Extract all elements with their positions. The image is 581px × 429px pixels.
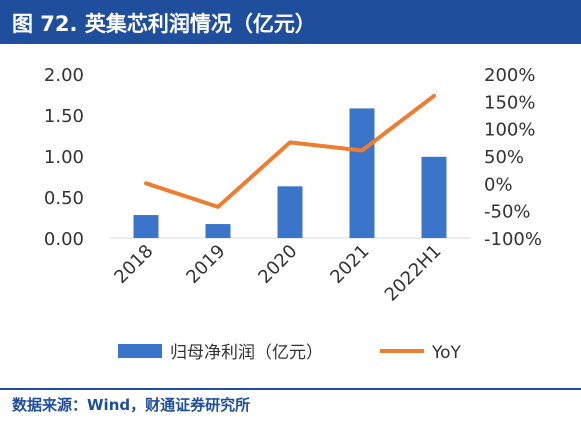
right-axis-tick-label: -100%: [484, 229, 542, 250]
yoy-line: [144, 93, 436, 209]
bar-2021: [349, 108, 375, 238]
right-axis-tick-label: 200%: [484, 65, 535, 86]
left-axis-tick-label: 0.50: [44, 188, 84, 209]
bar-2022H1: [421, 156, 447, 238]
x-tick-label: 2022H1: [381, 241, 446, 306]
title-bar: 图 72. 英集芯利润情况（亿元）: [0, 0, 581, 44]
bar-2020: [277, 186, 303, 238]
right-axis-tick-label: 50%: [484, 147, 524, 168]
source-divider: [0, 388, 581, 390]
x-tick-label: 2021: [326, 241, 373, 288]
combo-chart: 0.00 0.50 1.00 1.50 2.00 -100% -50% 0% 50% 100% 15…: [44, 65, 542, 363]
legend-label-line: YoY: [431, 343, 462, 363]
left-axis-tick-label: 1.50: [44, 106, 84, 127]
figure-title: 图 72. 英集芯利润情况（亿元）: [12, 12, 316, 36]
right-axis-tick-label: 100%: [484, 120, 535, 141]
legend-label-bar: 归母净利润（亿元）: [170, 343, 323, 363]
legend-swatch-bar: [118, 344, 162, 358]
right-axis-tick-label: 0%: [484, 174, 513, 195]
right-axis-tick-label: -50%: [484, 202, 531, 223]
x-tick-label: 2019: [182, 241, 229, 288]
bar-2018: [133, 215, 159, 238]
bar-2019: [205, 224, 231, 238]
left-axis-tick-label: 1.00: [44, 147, 84, 168]
left-axis-tick-label: 2.00: [44, 65, 84, 86]
x-tick-label: 2018: [110, 241, 157, 288]
source-note: 数据来源：Wind，财通证券研究所: [12, 396, 251, 414]
left-axis-tick-label: 0.00: [44, 229, 84, 250]
chart-area: 0.00 0.50 1.00 1.50 2.00 -100% -50% 0% 50% 100% 15…: [0, 44, 581, 390]
right-axis-tick-label: 150%: [484, 92, 535, 113]
x-tick-label: 2020: [254, 241, 301, 288]
